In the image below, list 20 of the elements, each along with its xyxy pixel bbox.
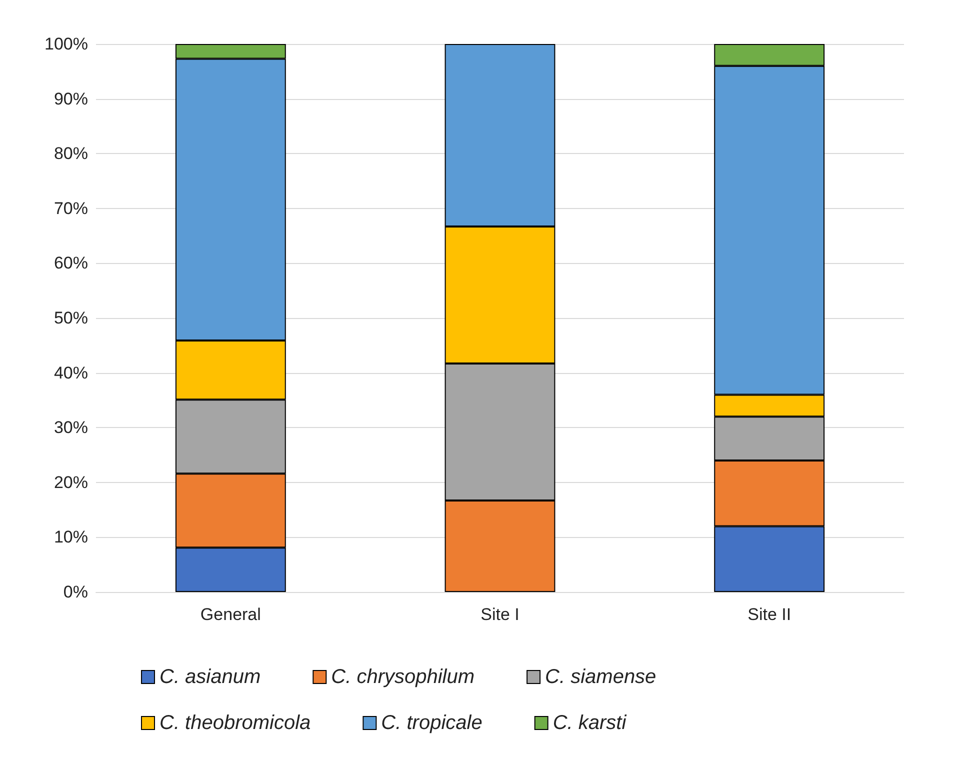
legend-label: C. chrysophilum (331, 666, 475, 688)
x-tick-label: General (200, 605, 261, 624)
legend-label: C. tropicale (381, 712, 482, 734)
y-tick-label: 60% (54, 254, 88, 273)
x-tick-label: Site I (480, 605, 520, 624)
y-tick-label: 100% (44, 34, 88, 54)
legend-label: C. asianum (160, 666, 261, 688)
y-tick-label: 50% (54, 308, 88, 328)
y-tick-label: 90% (54, 89, 88, 108)
legend-label: C. siamense (545, 666, 656, 688)
legend-label: C. karsti (552, 712, 627, 734)
y-tick-label: 40% (54, 363, 88, 382)
y-tick-label: 10% (54, 528, 88, 547)
y-tick-label: 70% (54, 198, 88, 218)
y-tick-label: 30% (54, 418, 88, 438)
y-tick-label: 80% (54, 144, 88, 164)
x-tick-label: Site II (748, 605, 792, 624)
legend-label: C. theobromicola (160, 712, 311, 734)
y-tick-label: 0% (63, 582, 88, 602)
y-tick-label: 20% (54, 472, 88, 492)
